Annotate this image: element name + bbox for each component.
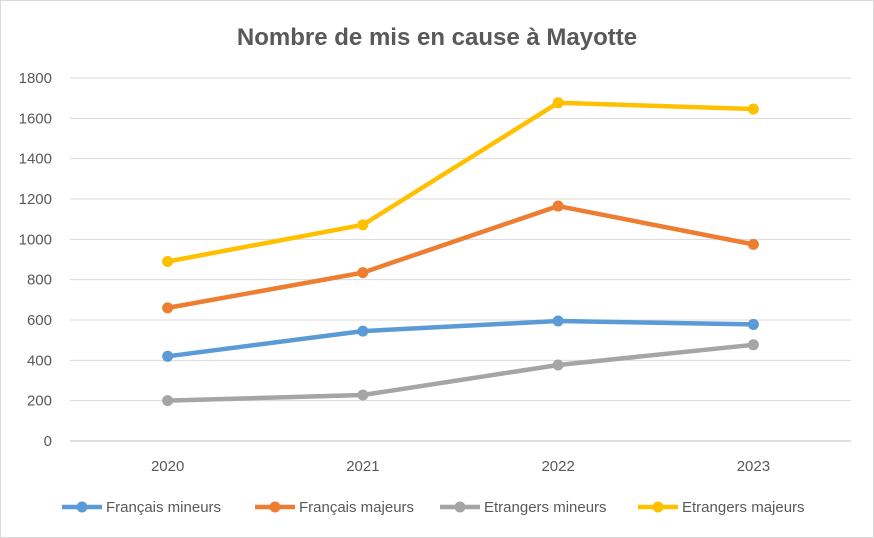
- y-tick-label: 1200: [19, 191, 52, 208]
- series-line: [165, 318, 756, 359]
- y-axis-ticks: 0 200 400 600 800 1000 1200 1400 1600 1800: [19, 70, 52, 450]
- legend: Français mineurs Français majeurs Etranger…: [62, 499, 805, 516]
- legend-label: Français majeurs: [299, 499, 414, 516]
- data-point: [357, 267, 369, 279]
- x-tick-label: 2020: [151, 458, 184, 475]
- y-tick-label: 1400: [19, 151, 52, 168]
- data-point: [357, 325, 369, 337]
- data-point: [162, 395, 174, 407]
- data-point: [162, 302, 174, 314]
- y-tick-label: 1000: [19, 231, 52, 248]
- legend-item: Etrangers mineurs: [440, 499, 607, 516]
- data-point: [552, 315, 564, 327]
- series-line: [165, 100, 756, 264]
- series-0: [162, 315, 759, 362]
- x-tick-label: 2022: [541, 458, 574, 475]
- data-point: [552, 97, 564, 109]
- legend-marker: [652, 501, 664, 513]
- series-line: [165, 203, 756, 311]
- legend-item: Français mineurs: [62, 499, 221, 516]
- y-tick-label: 1800: [19, 70, 52, 87]
- data-point: [747, 103, 759, 115]
- series-line: [165, 342, 756, 403]
- series-2: [162, 339, 759, 407]
- chart-title: Nombre de mis en cause à Mayotte: [237, 24, 637, 51]
- legend-label: Français mineurs: [106, 499, 221, 516]
- series-3: [162, 97, 759, 268]
- data-point: [747, 318, 759, 330]
- x-axis-ticks: 2020 2021 2022 2023: [151, 458, 770, 475]
- data-point: [162, 256, 174, 268]
- data-point: [747, 238, 759, 250]
- legend-marker: [269, 501, 281, 513]
- data-point: [552, 359, 564, 371]
- series-1: [162, 200, 759, 314]
- data-point: [162, 350, 174, 362]
- legend-marker: [454, 501, 466, 513]
- legend-item: Français majeurs: [255, 499, 414, 516]
- y-tick-label: 800: [27, 272, 52, 289]
- legend-label: Etrangers majeurs: [682, 499, 805, 516]
- legend-label: Etrangers mineurs: [484, 499, 607, 516]
- data-point: [357, 389, 369, 401]
- y-tick-label: 0: [44, 433, 52, 450]
- series-group: [162, 97, 759, 407]
- x-tick-label: 2021: [346, 458, 379, 475]
- y-tick-label: 1600: [19, 110, 52, 127]
- y-tick-label: 600: [27, 312, 52, 329]
- x-tick-label: 2023: [737, 458, 770, 475]
- legend-marker: [76, 501, 88, 513]
- data-point: [747, 339, 759, 351]
- legend-item: Etrangers majeurs: [638, 499, 805, 516]
- data-point: [357, 219, 369, 231]
- data-point: [552, 200, 564, 212]
- y-tick-label: 400: [27, 352, 52, 369]
- y-tick-label: 200: [27, 393, 52, 410]
